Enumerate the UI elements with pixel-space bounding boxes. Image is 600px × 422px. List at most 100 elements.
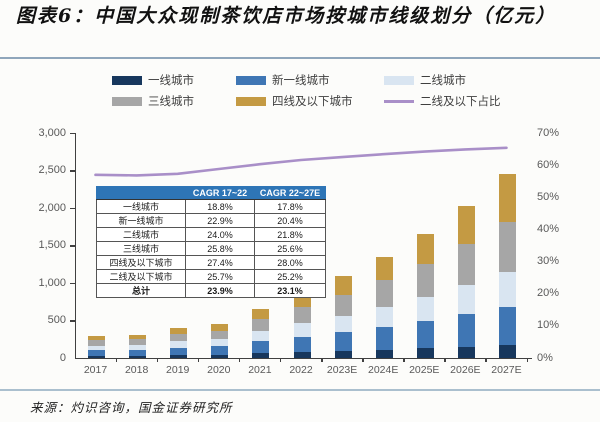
cagr-table-row: 总计 23.9% 23.1% xyxy=(96,283,326,299)
left-axis-tick-label: 3,000 xyxy=(38,126,66,139)
legend-item-0: 一线城市 xyxy=(112,72,236,88)
bar-segment-2025E-四线及以下城市 xyxy=(416,233,434,264)
legend-label: 二线城市 xyxy=(420,75,466,87)
bar-segment-2019-新一线城市 xyxy=(170,347,188,355)
x-axis-tick-label: 2022 xyxy=(289,364,313,376)
legend-label: 二线及以下占比 xyxy=(420,96,501,108)
right-axis-tick-label: 50% xyxy=(537,190,560,203)
x-axis-tick-mark xyxy=(403,358,405,362)
x-axis-tick-mark xyxy=(321,358,323,362)
right-axis-tick-label: 30% xyxy=(537,255,560,268)
x-axis-tick-mark xyxy=(115,358,118,362)
left-axis-tick-label: 500 xyxy=(47,314,66,326)
bar-segment-2025E-三线城市 xyxy=(416,263,434,297)
chart-plot-area xyxy=(75,133,528,359)
left-axis-tick-label: 2,000 xyxy=(38,201,66,214)
title-divider xyxy=(0,57,600,59)
cagr-table-row: 一线城市 18.8% 17.8% xyxy=(96,199,326,215)
legend-color-swatch xyxy=(112,75,142,85)
right-axis-tick-label: 40% xyxy=(537,222,560,235)
right-axis-tick-label: 10% xyxy=(537,319,560,332)
bar-segment-2025E-二线城市 xyxy=(416,296,434,321)
x-axis-tick-mark xyxy=(444,358,446,362)
legend-label: 新一线城市 xyxy=(272,75,330,87)
chart-legend: 一线城市 新一线城市 二线城市 三线城市 四线及以下城市 二线及以下占比 xyxy=(112,72,514,109)
x-axis-tick-mark xyxy=(238,358,241,362)
bar-segment-2021-二线城市 xyxy=(252,331,270,342)
bar-segment-2018-二线城市 xyxy=(129,344,147,350)
bar-segment-2018-四线及以下城市 xyxy=(129,334,147,340)
legend-color-swatch xyxy=(236,96,266,106)
cagr-table-header-cell xyxy=(96,185,186,201)
left-axis-tick-mark xyxy=(70,320,75,322)
legend-color-swatch xyxy=(236,75,266,85)
bar-segment-2027E-三线城市 xyxy=(498,221,516,273)
bar-segment-2021-三线城市 xyxy=(252,319,270,332)
legend-item-2: 二线城市 xyxy=(384,72,514,88)
bar-segment-2024E-二线城市 xyxy=(375,306,393,327)
left-axis-tick-mark xyxy=(70,245,75,247)
bar-segment-2022-一线城市 xyxy=(293,352,311,358)
x-axis-tick-label: 2023E xyxy=(326,364,358,376)
left-axis-tick-label: 1,000 xyxy=(38,276,66,289)
bar-segment-2023E-四线及以下城市 xyxy=(334,276,352,295)
bar-segment-2017-四线及以下城市 xyxy=(88,336,106,341)
bar-segment-2017-三线城市 xyxy=(88,340,106,346)
left-axis-tick-mark xyxy=(70,132,75,134)
bar-segment-2023E-新一线城市 xyxy=(334,332,352,352)
bar-segment-2023E-一线城市 xyxy=(334,351,352,358)
legend-item-5: 二线及以下占比 xyxy=(384,93,514,109)
bar-segment-2025E-一线城市 xyxy=(416,348,434,358)
bar-segment-2024E-三线城市 xyxy=(375,280,393,307)
cagr-table-header-cell: CAGR 22~27E xyxy=(254,185,326,201)
left-axis-tick-label: 0 xyxy=(59,351,66,364)
x-axis-tick-mark xyxy=(526,358,528,362)
bar-segment-2023E-三线城市 xyxy=(334,294,352,316)
x-axis-tick-mark xyxy=(156,358,159,362)
bar-segment-2024E-一线城市 xyxy=(375,349,393,358)
x-axis-tick-mark xyxy=(362,358,364,362)
bar-segment-2026E-四线及以下城市 xyxy=(457,205,475,244)
legend-color-swatch xyxy=(112,96,142,106)
bar-segment-2020-新一线城市 xyxy=(211,346,229,355)
bar-segment-2024E-新一线城市 xyxy=(375,326,393,350)
bar-segment-2025E-新一线城市 xyxy=(416,320,434,349)
bar-segment-2019-四线及以下城市 xyxy=(170,328,188,335)
bar-segment-2020-一线城市 xyxy=(211,354,229,358)
bar-segment-2020-三线城市 xyxy=(211,330,229,340)
bar-segment-2017-新一线城市 xyxy=(88,350,106,356)
x-axis-tick-mark xyxy=(279,358,282,362)
bar-segment-2026E-一线城市 xyxy=(457,346,475,358)
legend-label: 四线及以下城市 xyxy=(272,96,353,108)
x-axis-tick-mark xyxy=(485,358,487,362)
cagr-row-label: 总计 xyxy=(96,283,186,299)
bar-segment-2017-一线城市 xyxy=(88,355,106,358)
bar-segment-2019-三线城市 xyxy=(170,334,188,342)
bar-segment-2022-新一线城市 xyxy=(293,336,311,353)
bar-segment-2019-一线城市 xyxy=(170,354,188,358)
right-axis-tick-label: 0% xyxy=(537,351,553,364)
legend-color-swatch xyxy=(384,75,414,85)
baseline-right-tick xyxy=(527,357,532,359)
legend-item-4: 四线及以下城市 xyxy=(236,93,384,109)
bar-segment-2021-一线城市 xyxy=(252,353,270,358)
cagr-value: 20.4% xyxy=(254,213,326,229)
right-axis-tick-label: 70% xyxy=(537,126,560,139)
bar-segment-2018-三线城市 xyxy=(129,339,147,345)
left-axis-tick-mark xyxy=(70,207,75,209)
bar-segment-2024E-四线及以下城市 xyxy=(375,256,393,281)
cagr-table-header-cell: CAGR 17~22 xyxy=(185,185,255,201)
share-line-layer xyxy=(94,146,508,177)
bar-segment-2023E-二线城市 xyxy=(334,315,352,333)
share-line xyxy=(94,146,508,177)
bar-segment-2027E-新一线城市 xyxy=(498,306,516,346)
left-axis-tick-mark xyxy=(70,170,75,172)
legend-line-swatch xyxy=(384,99,414,103)
chart-title: 图表6：中国大众现制茶饮店市场按城市线级划分（亿元） xyxy=(16,5,557,27)
x-axis-tick-label: 2025E xyxy=(409,364,440,376)
bar-segment-2018-新一线城市 xyxy=(129,349,147,356)
x-axis-tick-label: 2017 xyxy=(83,364,108,376)
bar-segment-2020-二线城市 xyxy=(211,339,229,347)
legend-label: 一线城市 xyxy=(148,75,194,87)
bar-segment-2022-三线城市 xyxy=(293,306,311,324)
